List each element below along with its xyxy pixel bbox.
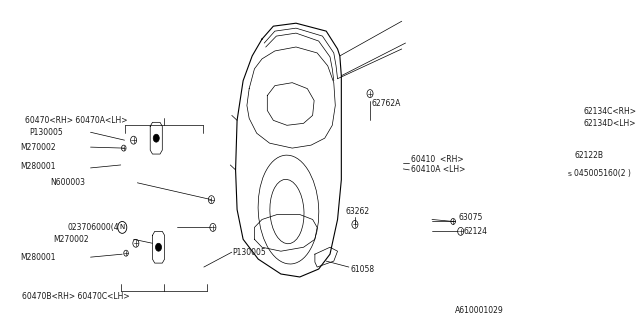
- Text: S: S: [568, 172, 572, 177]
- Text: M270002: M270002: [52, 235, 88, 244]
- Text: M280001: M280001: [20, 163, 56, 172]
- Text: 62762A: 62762A: [372, 99, 401, 108]
- Text: M280001: M280001: [20, 253, 56, 262]
- Text: A610001029: A610001029: [454, 306, 504, 315]
- Text: 60470<RH> 60470A<LH>: 60470<RH> 60470A<LH>: [25, 116, 127, 125]
- Text: 023706000(4: 023706000(4: [68, 223, 120, 232]
- Text: 60470B<RH> 60470C<LH>: 60470B<RH> 60470C<LH>: [22, 292, 130, 301]
- Text: 63075: 63075: [458, 213, 483, 222]
- Text: 62122B: 62122B: [574, 150, 603, 160]
- Text: P130005: P130005: [232, 248, 266, 257]
- Text: M270002: M270002: [20, 143, 56, 152]
- Text: 62134C<RH>: 62134C<RH>: [583, 107, 636, 116]
- Text: 60410  <RH>: 60410 <RH>: [411, 155, 463, 164]
- Text: P130005: P130005: [29, 128, 63, 137]
- Text: 61058: 61058: [350, 265, 374, 274]
- Text: 60410A <LH>: 60410A <LH>: [411, 165, 465, 174]
- Circle shape: [153, 134, 159, 142]
- Text: N600003: N600003: [51, 178, 86, 187]
- Text: 045005160(2 ): 045005160(2 ): [574, 169, 631, 178]
- Text: 63262: 63262: [345, 207, 369, 216]
- Text: N: N: [120, 224, 125, 230]
- Text: 62134D<LH>: 62134D<LH>: [583, 119, 636, 128]
- Text: 62124: 62124: [464, 227, 488, 236]
- Circle shape: [156, 243, 161, 251]
